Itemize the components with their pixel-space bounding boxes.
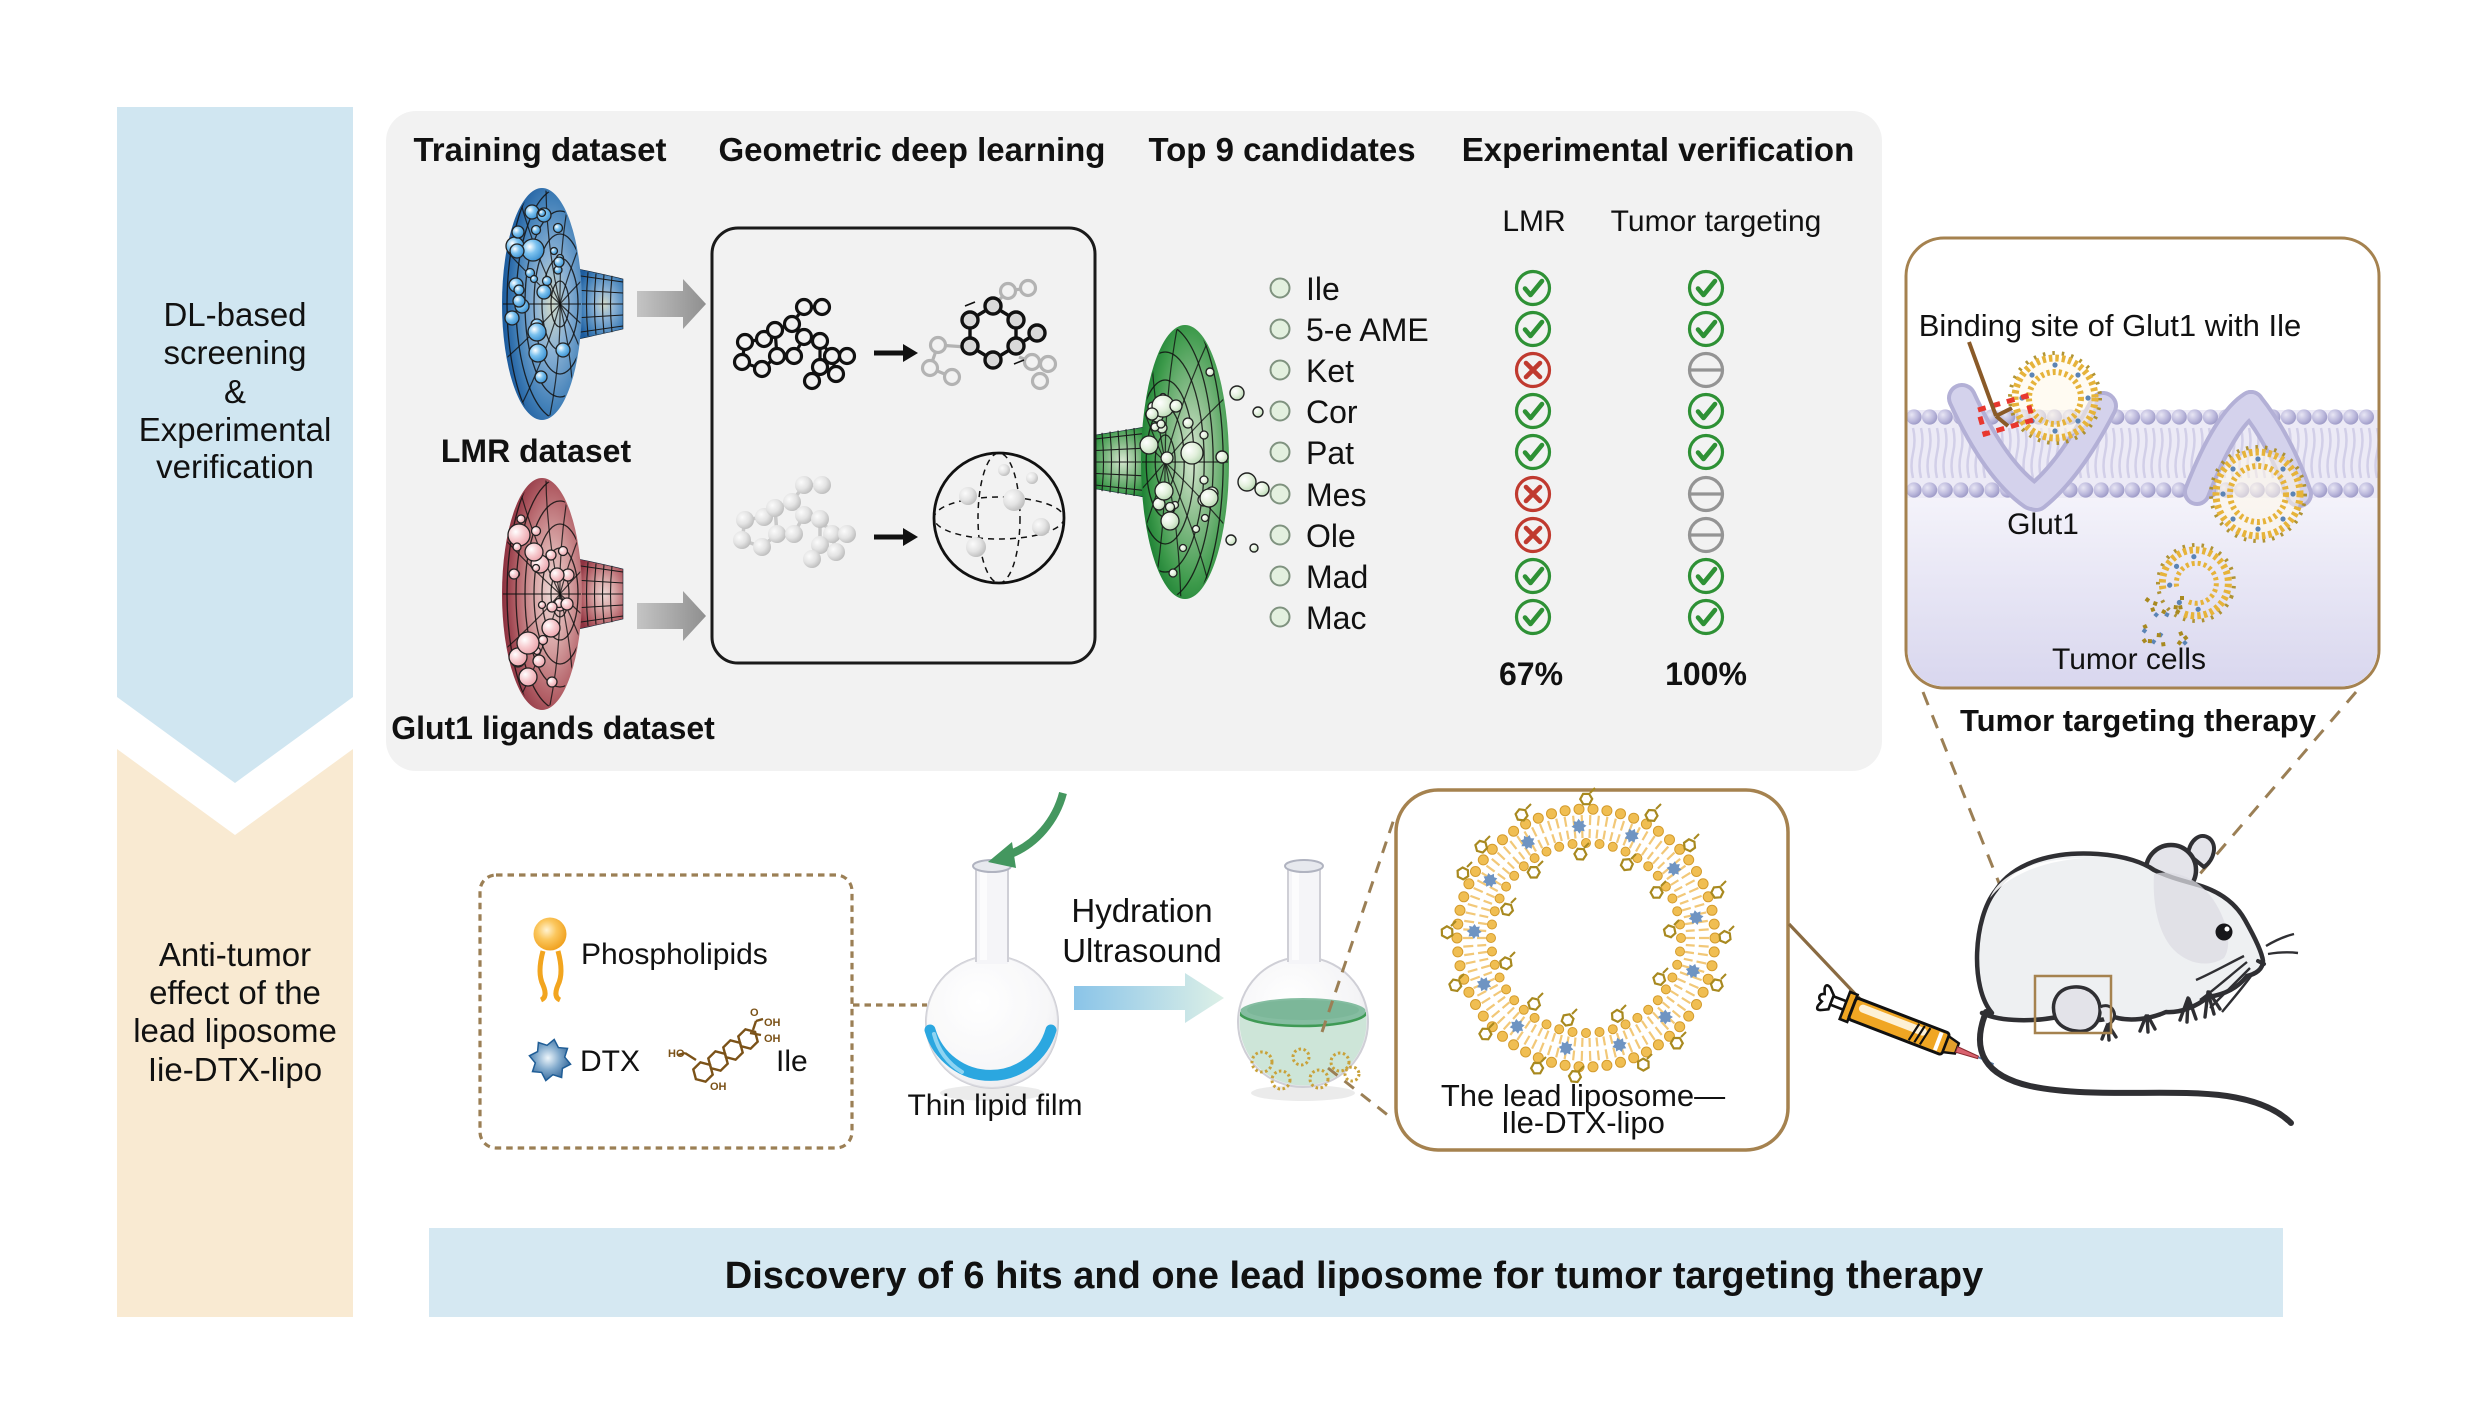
svg-text:Experimental verification: Experimental verification — [1462, 131, 1854, 168]
svg-text:Experimental: Experimental — [139, 411, 332, 448]
svg-text:HO: HO — [668, 1048, 685, 1060]
svg-text:Glut1 ligands dataset: Glut1 ligands dataset — [391, 710, 715, 746]
svg-text:OH: OH — [710, 1081, 727, 1093]
svg-text:OH: OH — [764, 1033, 781, 1045]
svg-text:Mad: Mad — [1306, 559, 1368, 595]
svg-text:Tumor targeting therapy: Tumor targeting therapy — [1960, 703, 2317, 738]
svg-text:Anti-tumor: Anti-tumor — [159, 936, 311, 973]
svg-text:Top 9 candidates: Top 9 candidates — [1148, 131, 1415, 168]
svg-text:Binding site of Glut1 with Ile: Binding site of Glut1 with Ile — [1919, 308, 2302, 343]
svg-text:O: O — [750, 1007, 759, 1019]
svg-text:Ole: Ole — [1306, 518, 1356, 554]
svg-text:Mes: Mes — [1306, 477, 1366, 513]
svg-text:Tumor cells: Tumor cells — [2052, 643, 2206, 676]
svg-text:Geometric deep learning: Geometric deep learning — [719, 131, 1106, 168]
svg-text:effect of the: effect of the — [149, 974, 321, 1011]
svg-text:Training dataset: Training dataset — [413, 131, 666, 168]
svg-text:Ile: Ile — [776, 1045, 808, 1078]
svg-text:Pat: Pat — [1306, 435, 1354, 471]
svg-text:DTX: DTX — [580, 1045, 640, 1078]
svg-text:Ile: Ile — [1306, 271, 1340, 307]
svg-text:LMR dataset: LMR dataset — [441, 433, 632, 469]
svg-text:DL-based: DL-based — [163, 296, 306, 333]
svg-text:OH: OH — [764, 1017, 781, 1029]
svg-text:&: & — [224, 373, 246, 410]
svg-text:Glut1: Glut1 — [2007, 508, 2079, 541]
svg-text:Ile-DTX-lipo: Ile-DTX-lipo — [1501, 1105, 1665, 1140]
svg-text:5-e AME: 5-e AME — [1306, 312, 1429, 348]
svg-text:Ket: Ket — [1306, 353, 1354, 389]
svg-text:Iie-DTX-lipo: Iie-DTX-lipo — [148, 1051, 322, 1088]
svg-text:100%: 100% — [1665, 656, 1747, 692]
svg-text:The lead liposome—: The lead liposome— — [1441, 1078, 1725, 1113]
svg-text:Thin lipid film: Thin lipid film — [907, 1089, 1082, 1122]
svg-text:67%: 67% — [1499, 656, 1563, 692]
svg-text:LMR: LMR — [1502, 205, 1565, 238]
svg-text:Discovery of 6 hits and one le: Discovery of 6 hits and one lead liposom… — [725, 1255, 1983, 1297]
svg-text:Hydration: Hydration — [1071, 892, 1212, 929]
svg-text:screening: screening — [163, 334, 306, 371]
svg-text:Tumor targeting: Tumor targeting — [1611, 205, 1822, 238]
svg-text:Phospholipids: Phospholipids — [581, 938, 768, 971]
svg-text:Cor: Cor — [1306, 394, 1358, 430]
svg-text:Mac: Mac — [1306, 600, 1366, 636]
svg-text:verification: verification — [156, 448, 314, 485]
svg-text:Ultrasound: Ultrasound — [1062, 932, 1222, 969]
svg-text:lead liposome: lead liposome — [133, 1012, 337, 1049]
